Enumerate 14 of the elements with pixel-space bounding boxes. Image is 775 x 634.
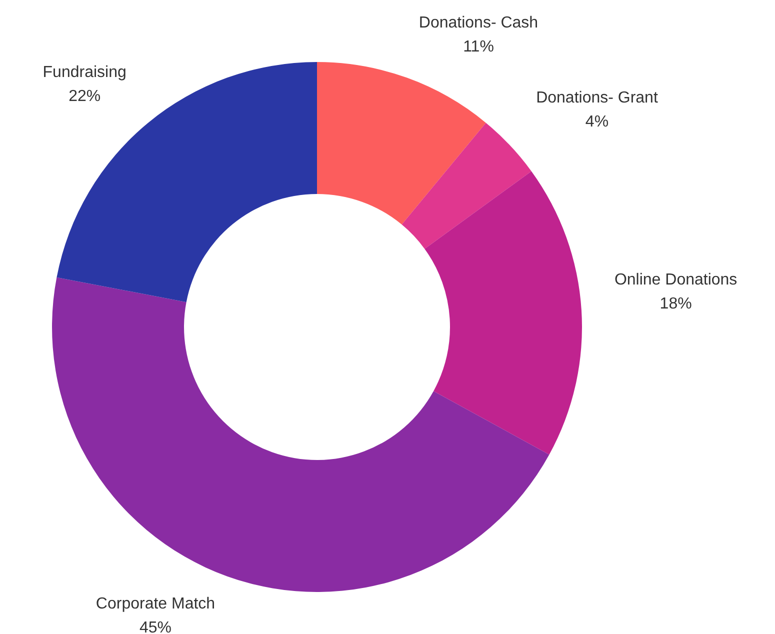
slice-label: Fundraising bbox=[42, 64, 126, 82]
donut-slice bbox=[52, 277, 550, 592]
donut-slice bbox=[424, 171, 582, 455]
data-label: 4% bbox=[585, 113, 609, 130]
data-label: 45% bbox=[139, 620, 172, 634]
data-label: 18% bbox=[660, 296, 692, 313]
data-label: 22% bbox=[68, 88, 101, 106]
donut-slice bbox=[317, 62, 486, 225]
slice-label: Online Donations bbox=[614, 272, 738, 289]
donut-slice bbox=[402, 122, 532, 249]
data-label: 11% bbox=[463, 38, 494, 56]
slice-label: Corporate Match bbox=[96, 596, 216, 613]
slice-label: Donations- Grant bbox=[536, 89, 658, 106]
slice-label: Donations- Cash bbox=[418, 14, 538, 32]
